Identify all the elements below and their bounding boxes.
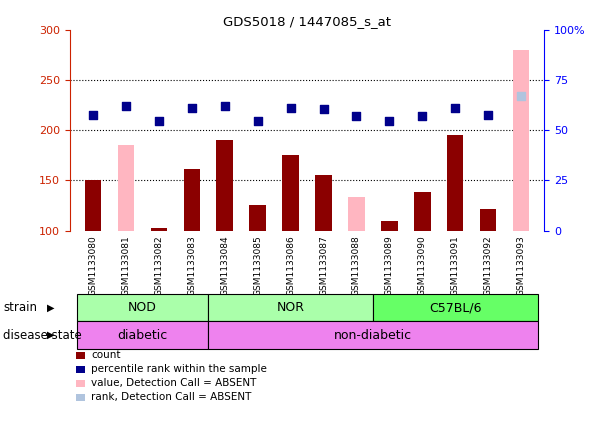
Text: GSM1133090: GSM1133090: [418, 236, 427, 297]
Text: diabetic: diabetic: [117, 329, 167, 342]
Bar: [373, 294, 537, 321]
Text: rank, Detection Call = ABSENT: rank, Detection Call = ABSENT: [91, 392, 252, 402]
Text: GSM1133088: GSM1133088: [352, 236, 361, 297]
Bar: [208, 321, 537, 349]
Text: GSM1133092: GSM1133092: [484, 236, 492, 296]
Text: GSM1133083: GSM1133083: [187, 236, 196, 297]
Point: [220, 103, 230, 110]
Bar: [447, 135, 463, 231]
Text: GSM1133087: GSM1133087: [319, 236, 328, 297]
Text: non-diabetic: non-diabetic: [334, 329, 412, 342]
Title: GDS5018 / 1447085_s_at: GDS5018 / 1447085_s_at: [223, 16, 391, 28]
Text: ▶: ▶: [47, 330, 55, 340]
Point: [319, 106, 328, 113]
Text: strain: strain: [3, 301, 37, 314]
Point: [483, 112, 493, 118]
Bar: [77, 294, 208, 321]
Bar: [151, 228, 167, 231]
Point: [121, 103, 131, 110]
Point: [253, 118, 263, 124]
Bar: [216, 140, 233, 231]
Bar: [348, 198, 365, 231]
Point: [451, 104, 460, 111]
Bar: [184, 169, 200, 231]
Text: GSM1133080: GSM1133080: [89, 236, 97, 297]
Point: [351, 113, 361, 119]
Text: value, Detection Call = ABSENT: value, Detection Call = ABSENT: [91, 378, 257, 388]
Text: percentile rank within the sample: percentile rank within the sample: [91, 364, 267, 374]
Bar: [282, 155, 299, 231]
Point: [384, 118, 394, 124]
Text: GSM1133085: GSM1133085: [253, 236, 262, 297]
Text: ▶: ▶: [47, 303, 55, 313]
Text: NOR: NOR: [277, 301, 305, 314]
Text: GSM1133082: GSM1133082: [154, 236, 164, 296]
Bar: [316, 175, 332, 231]
Point: [154, 118, 164, 124]
Point: [418, 113, 427, 119]
Text: GSM1133081: GSM1133081: [122, 236, 130, 297]
Point: [286, 104, 295, 111]
Text: disease state: disease state: [3, 329, 82, 342]
Text: NOD: NOD: [128, 301, 157, 314]
Bar: [249, 206, 266, 231]
Text: GSM1133084: GSM1133084: [220, 236, 229, 296]
Bar: [414, 192, 430, 231]
Text: count: count: [91, 350, 121, 360]
Bar: [480, 209, 496, 231]
Point: [187, 104, 196, 111]
Point: [516, 93, 526, 99]
Text: C57BL/6: C57BL/6: [429, 301, 482, 314]
Bar: [85, 180, 101, 231]
Point: [88, 112, 98, 118]
Text: GSM1133091: GSM1133091: [451, 236, 460, 297]
Bar: [77, 321, 208, 349]
Bar: [381, 222, 398, 231]
Bar: [208, 294, 373, 321]
Text: GSM1133086: GSM1133086: [286, 236, 295, 297]
Text: GSM1133093: GSM1133093: [517, 236, 525, 297]
Text: GSM1133089: GSM1133089: [385, 236, 394, 297]
Bar: [118, 145, 134, 231]
Bar: [513, 49, 530, 231]
